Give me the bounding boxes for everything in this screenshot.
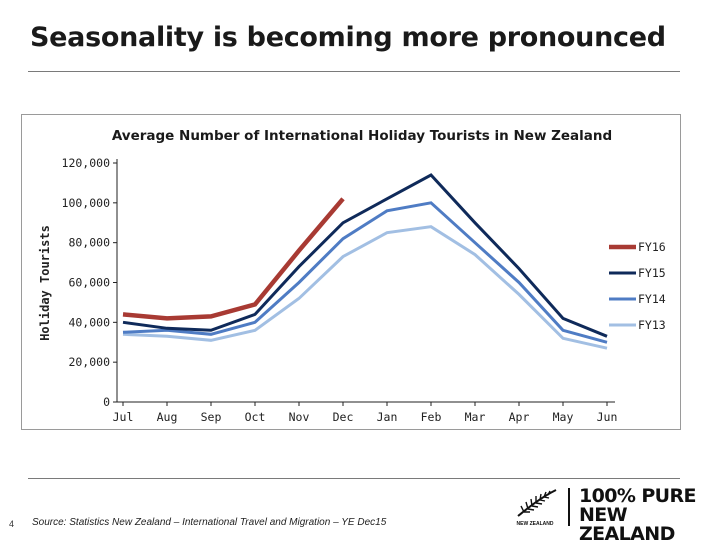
x-tick-label: Jun [597, 410, 618, 424]
x-tick-label: Feb [421, 410, 442, 424]
y-tick-label: 80,000 [68, 236, 110, 250]
footer-divider [28, 478, 680, 479]
axes: 0 20,000 40,000 60,000 80,000 100,000 120,000 J… [62, 156, 618, 424]
y-tick-label: 100,000 [62, 196, 111, 210]
source-note: Source: Statistics New Zealand – Interna… [32, 517, 387, 528]
y-tick-label: 40,000 [68, 315, 110, 329]
brand-line2: NEW ZEALAND [579, 504, 675, 545]
x-tick-label: Apr [509, 410, 530, 424]
logo-divider [568, 488, 570, 526]
slide-title: Seasonality is becoming more pronounced [30, 22, 666, 53]
page-number: 4 [9, 519, 15, 529]
x-tick-label: Jul [113, 410, 134, 424]
x-tick-label: Jan [377, 410, 398, 424]
x-tick-label: Dec [333, 410, 354, 424]
silver-fern-logo: NEW ZEALAND [517, 489, 557, 527]
title-divider [28, 71, 680, 72]
x-tick-label: May [553, 410, 574, 424]
legend-label-fy16: FY16 [638, 240, 666, 254]
y-tick-label: 60,000 [68, 276, 110, 290]
y-axis-label: Holiday Tourists [38, 225, 52, 341]
y-tick-label: 0 [103, 395, 110, 409]
x-tick-label: Nov [289, 410, 310, 424]
x-tick-label: Mar [465, 410, 486, 424]
series-line-fy16 [122, 197, 345, 321]
series-line-fy13 [122, 225, 608, 350]
legend: FY16 FY15 FY14 FY13 [609, 240, 666, 332]
x-tick-label: Sep [201, 410, 222, 424]
x-tick-label: Oct [245, 410, 266, 424]
y-tick-label: 20,000 [68, 355, 110, 369]
brand-line1: 100% PURE [579, 485, 696, 507]
legend-label-fy14: FY14 [638, 292, 666, 306]
logo-text: NEW ZEALAND [517, 521, 554, 527]
legend-label-fy15: FY15 [638, 266, 666, 280]
x-tick-label: Aug [157, 410, 178, 424]
chart-frame: Average Number of International Holiday … [21, 114, 681, 430]
y-tick-label: 120,000 [62, 156, 111, 170]
brand-wordmark: 100% PURE NEW ZEALAND [579, 487, 705, 544]
series-line-fy14 [122, 201, 608, 344]
legend-label-fy13: FY13 [638, 318, 666, 332]
series-group [122, 173, 608, 350]
line-chart: Average Number of International Holiday … [38, 128, 666, 424]
series-line-fy15 [122, 173, 608, 338]
chart-title: Average Number of International Holiday … [112, 128, 612, 144]
